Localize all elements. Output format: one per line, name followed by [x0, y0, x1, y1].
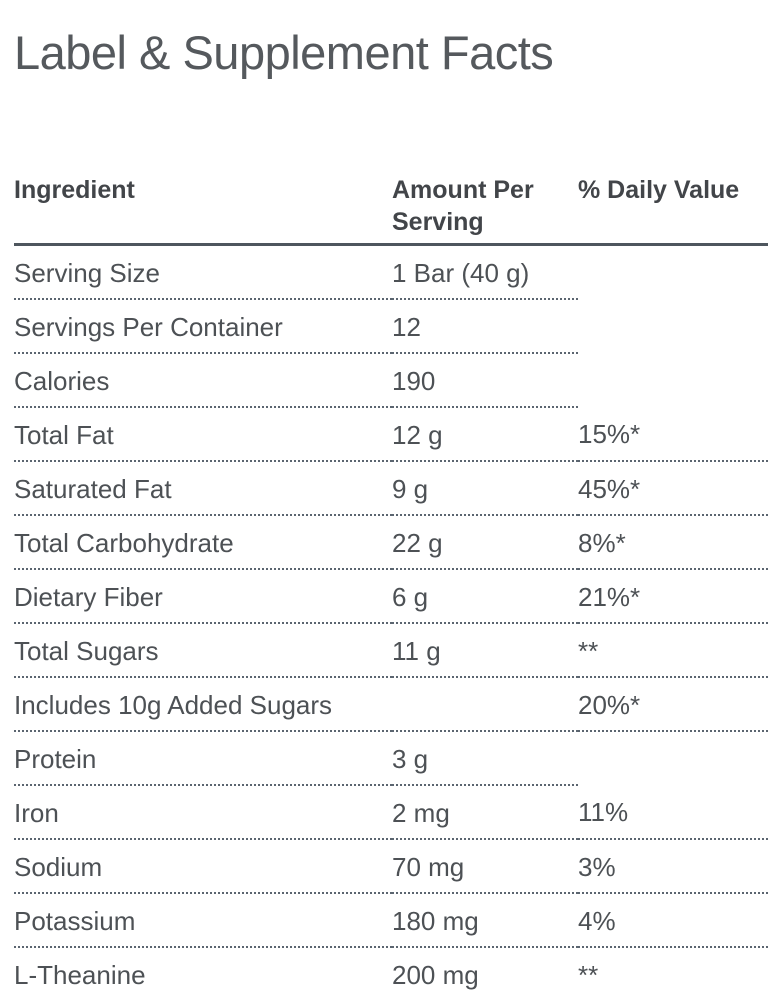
daily-value-cell: [578, 731, 768, 785]
daily-value-cell: [578, 245, 768, 300]
ingredient-cell: Total Fat: [14, 407, 392, 462]
table-row: Protein 3 g: [14, 731, 768, 786]
amount-cell: 70 mg: [392, 839, 578, 894]
amount-cell: 9 g: [392, 461, 578, 516]
ingredient-cell: Calories: [14, 353, 392, 408]
daily-value-cell: [578, 353, 768, 407]
amount-cell: [392, 677, 578, 732]
table-row: Potassium 180 mg 4%: [14, 893, 768, 948]
ingredient-cell: Total Carbohydrate: [14, 515, 392, 570]
amount-cell: 22 g: [392, 515, 578, 570]
ingredient-cell: Serving Size: [14, 244, 392, 300]
facts-table-body: Serving Size 1 Bar (40 g) Servings Per C…: [14, 244, 768, 1004]
amount-cell: 180 mg: [392, 893, 578, 948]
col-header-daily-value: % Daily Value: [578, 168, 768, 246]
amount-cell: 200 mg: [392, 947, 578, 1004]
amount-cell: 3 g: [392, 731, 578, 786]
daily-value-cell: 21%*: [578, 569, 768, 624]
facts-table-header: Ingredient Amount Per Serving % Daily Va…: [14, 168, 768, 246]
ingredient-cell: Saturated Fat: [14, 461, 392, 516]
table-row: Total Sugars 11 g **: [14, 623, 768, 678]
amount-cell: 6 g: [392, 569, 578, 624]
amount-cell: 190: [392, 353, 578, 408]
table-row: Servings Per Container 12: [14, 299, 768, 354]
table-row: Sodium 70 mg 3%: [14, 839, 768, 894]
table-row: Saturated Fat 9 g 45%*: [14, 461, 768, 516]
ingredient-cell: Servings Per Container: [14, 299, 392, 354]
daily-value-cell: 11%: [578, 785, 768, 840]
amount-cell: 2 mg: [392, 785, 578, 840]
daily-value-cell: 45%*: [578, 461, 768, 516]
table-row: Dietary Fiber 6 g 21%*: [14, 569, 768, 624]
col-header-amount-per-serving: Amount Per Serving: [392, 168, 578, 246]
table-row: Total Fat 12 g 15%*: [14, 407, 768, 462]
table-row: Iron 2 mg 11%: [14, 785, 768, 840]
table-row: Total Carbohydrate 22 g 8%*: [14, 515, 768, 570]
ingredient-cell: Iron: [14, 785, 392, 840]
daily-value-cell: **: [578, 623, 768, 678]
ingredient-cell: Total Sugars: [14, 623, 392, 678]
table-row: L-Theanine 200 mg **: [14, 947, 768, 1004]
ingredient-cell: Protein: [14, 731, 392, 786]
daily-value-cell: **: [578, 947, 768, 1004]
supplement-facts-table: Ingredient Amount Per Serving % Daily Va…: [14, 168, 768, 1004]
ingredient-cell: L-Theanine: [14, 947, 392, 1004]
daily-value-cell: 3%: [578, 839, 768, 894]
ingredient-cell: Sodium: [14, 839, 392, 894]
amount-cell: 12: [392, 299, 578, 354]
daily-value-cell: [578, 299, 768, 353]
daily-value-cell: 4%: [578, 893, 768, 948]
col-header-ingredient: Ingredient: [14, 168, 392, 246]
amount-cell: 1 Bar (40 g): [392, 244, 578, 300]
table-row: Serving Size 1 Bar (40 g): [14, 244, 768, 300]
header-row: Ingredient Amount Per Serving % Daily Va…: [14, 168, 768, 246]
ingredient-cell: Dietary Fiber: [14, 569, 392, 624]
amount-cell: 11 g: [392, 623, 578, 678]
daily-value-cell: 15%*: [578, 407, 768, 462]
table-row: Includes 10g Added Sugars 20%*: [14, 677, 768, 732]
daily-value-cell: 20%*: [578, 677, 768, 732]
ingredient-cell: Includes 10g Added Sugars: [14, 677, 392, 732]
ingredient-cell: Potassium: [14, 893, 392, 948]
page-title: Label & Supplement Facts: [14, 26, 554, 79]
table-row: Calories 190: [14, 353, 768, 408]
daily-value-cell: 8%*: [578, 515, 768, 570]
amount-cell: 12 g: [392, 407, 578, 462]
